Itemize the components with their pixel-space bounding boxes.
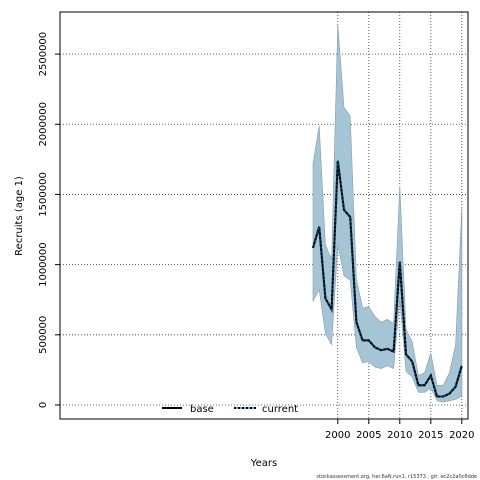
series-lines [312, 160, 463, 398]
x-tick-label: 2010 [387, 430, 412, 441]
legend-label: current [262, 404, 298, 415]
y-axis: 0 500000 1000000 1500000 2000000 2500000 [38, 32, 60, 408]
x-tick-label: 2015 [418, 430, 443, 441]
confidence-band [312, 24, 463, 403]
y-tick-label: 1000000 [38, 242, 49, 287]
plot-frame [59, 11, 469, 420]
y-tick-label: 2500000 [38, 32, 49, 77]
x-tick-label: 2000 [325, 430, 350, 441]
y-axis-title: Recruits (age 1) [14, 176, 25, 256]
footer-text: stockassessment.org, her.6aN.run1, r1537… [316, 474, 477, 480]
confidence-band-area [312, 24, 463, 403]
x-tick-label: 2005 [356, 430, 381, 441]
legend: base current [162, 404, 298, 415]
series-line-current-overlay [312, 160, 463, 398]
x-tick-label: 2020 [449, 430, 474, 441]
y-tick-label: 1500000 [38, 172, 49, 217]
y-tick-label: 2000000 [38, 102, 49, 147]
x-axis-title: Years [250, 458, 277, 469]
legend-item-current: current [234, 404, 298, 415]
legend-item-base: base [162, 404, 214, 415]
x-axis: 2000 2005 2010 2015 2020 [325, 419, 475, 441]
legend-label: base [190, 404, 214, 415]
y-tick-label: 0 [38, 402, 49, 408]
y-tick-label: 500000 [38, 316, 49, 354]
